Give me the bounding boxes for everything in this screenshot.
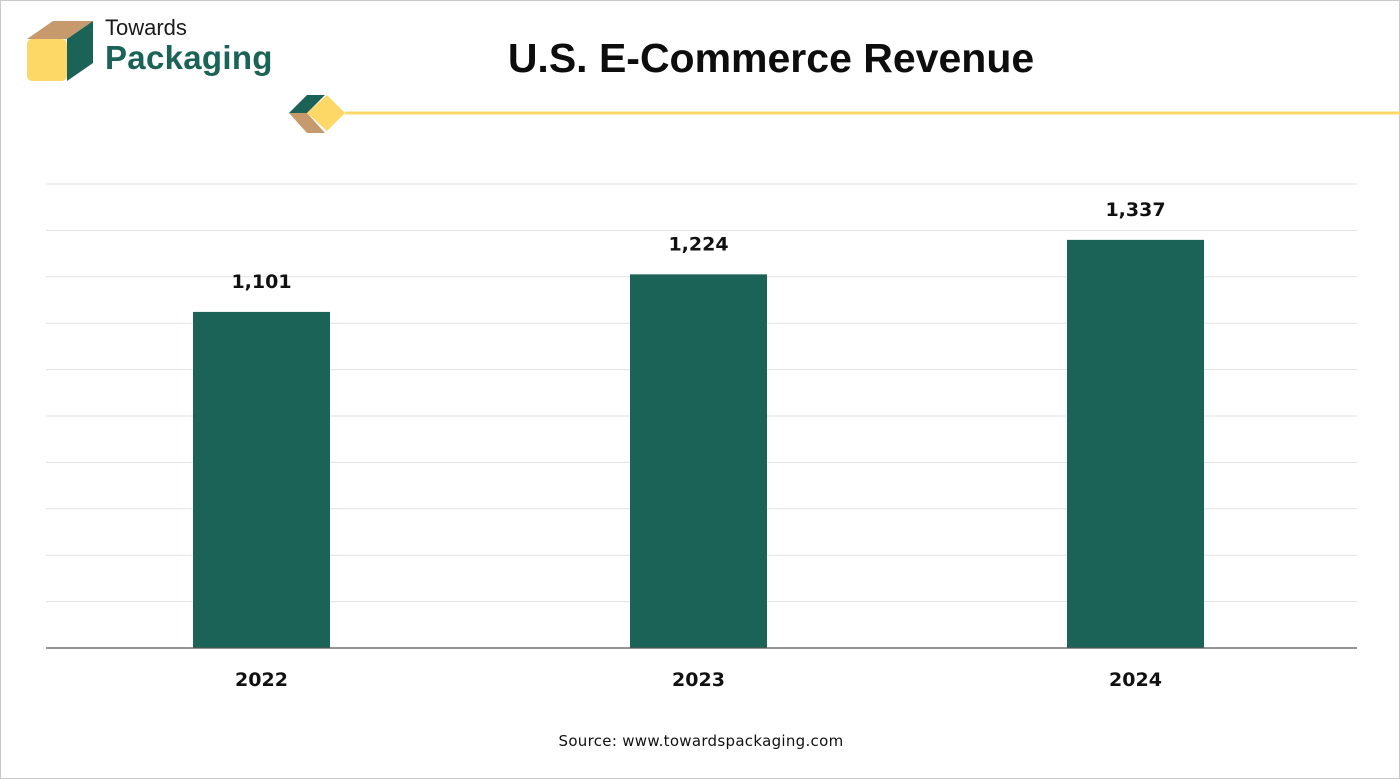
data-label-2024: 1,337 [1105, 199, 1165, 221]
data-labels: 1,101 1,224 1,337 [231, 199, 1165, 293]
x-tick-label-2023: 2023 [672, 669, 725, 691]
data-label-2023: 1,224 [668, 233, 728, 255]
bar-2024 [1067, 239, 1204, 648]
bar-chart: 1,101 1,224 1,337 2022 2023 2024 [46, 183, 1357, 691]
x-axis-ticks: 2022 2023 2024 [235, 669, 1162, 691]
x-tick-label-2022: 2022 [235, 669, 288, 691]
bar-2022 [193, 311, 330, 648]
brand-logo [27, 21, 93, 81]
brand-name-line1: Towards [105, 15, 187, 40]
data-label-2022: 1,101 [231, 271, 291, 293]
x-tick-label-2024: 2024 [1109, 669, 1162, 691]
box-icon [27, 21, 93, 81]
bars [193, 239, 1204, 648]
source-note: Source: www.towardspackaging.com [558, 732, 844, 750]
chart-title: U.S. E-Commerce Revenue [507, 35, 1035, 81]
diamond-icon [289, 95, 345, 133]
title-divider [289, 95, 1400, 133]
brand-name-line2: Packaging [105, 39, 273, 76]
bar-2023 [630, 274, 767, 648]
